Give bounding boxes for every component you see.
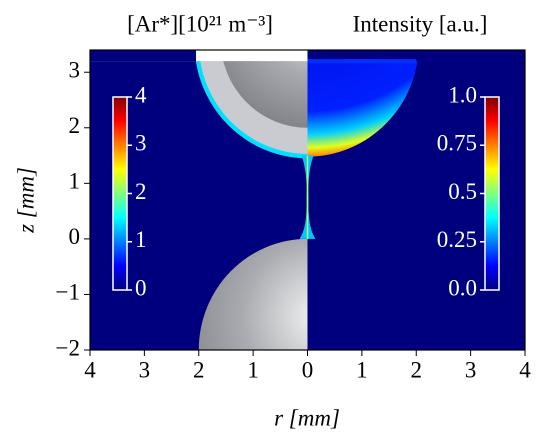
colorbar-tick-label: 0.25 xyxy=(437,227,477,252)
left-field xyxy=(90,50,308,350)
x-tick-label: 3 xyxy=(465,357,477,382)
top-band xyxy=(307,59,417,64)
y-tick-label: 2 xyxy=(69,113,81,138)
y-tick-label: 3 xyxy=(69,58,81,83)
x-tick-label: 1 xyxy=(356,357,368,382)
colorbar-tick-label: 4 xyxy=(135,82,147,107)
lower-electrode xyxy=(198,238,308,350)
colorbar-tick-label: 1.0 xyxy=(448,82,477,107)
colorbar-tick-label: 0 xyxy=(135,275,147,300)
colorbar-tick-label: 2 xyxy=(135,179,147,204)
top-cut xyxy=(90,50,308,62)
colorbar xyxy=(112,96,128,291)
x-tick-label: 1 xyxy=(247,357,259,382)
colorbar-tick-label: 0.0 xyxy=(448,275,477,300)
x-tick-label: 3 xyxy=(139,357,151,382)
colorbar-title: [Ar*][10²¹ m⁻³] xyxy=(127,11,273,36)
plot-area xyxy=(90,50,525,350)
top-cut xyxy=(307,50,525,62)
y-tick-label: 1 xyxy=(69,169,81,194)
x-axis-label: r [mm] xyxy=(274,405,340,430)
upper-electrode xyxy=(221,50,308,128)
colorbar-tick-label: 3 xyxy=(135,131,147,156)
colorbar-title: Intensity [a.u.] xyxy=(353,11,488,36)
y-tick-label: −2 xyxy=(56,335,80,360)
intensity-bowl xyxy=(307,50,419,157)
x-tick-label: 4 xyxy=(519,357,531,382)
x-tick-label: 2 xyxy=(193,357,205,382)
y-axis-label: z [mm] xyxy=(13,167,38,234)
x-tick-label: 2 xyxy=(411,357,423,382)
colorbar-tick-label: 0.75 xyxy=(437,131,477,156)
right-field xyxy=(307,50,525,157)
x-tick-label: 4 xyxy=(84,357,96,382)
y-tick-label: 0 xyxy=(69,224,81,249)
y-tick-label: −1 xyxy=(56,280,80,305)
colorbar-tick-label: 1 xyxy=(135,227,147,252)
x-tick-label: 0 xyxy=(302,357,314,382)
colorbar xyxy=(484,96,500,291)
top-cut-bg xyxy=(90,50,197,62)
colorbar-tick-label: 0.5 xyxy=(448,179,477,204)
